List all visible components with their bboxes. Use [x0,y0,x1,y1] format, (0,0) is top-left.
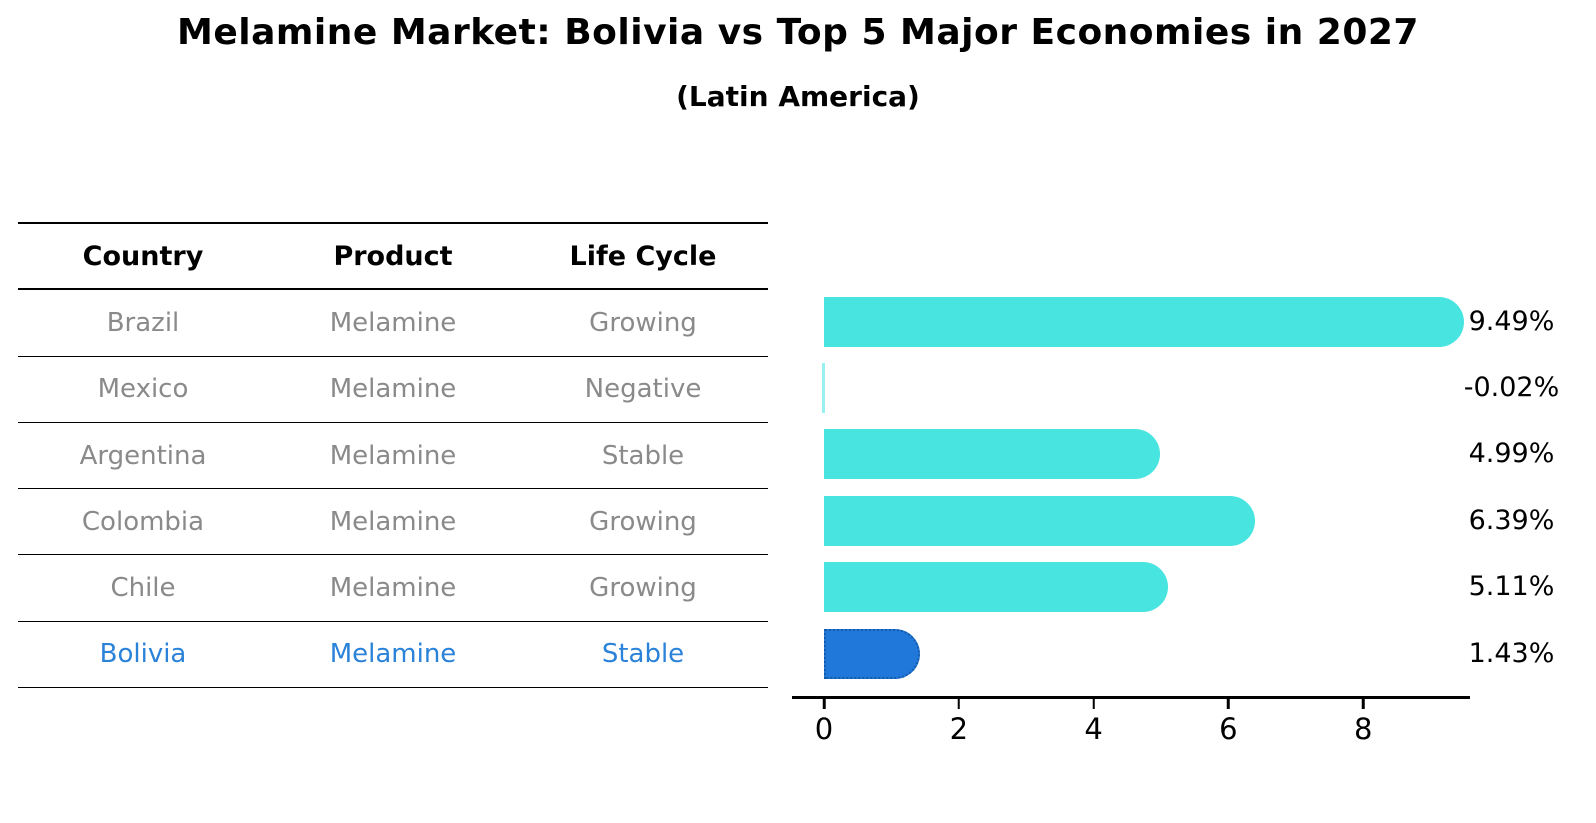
table-cell-lifecycle: Growing [518,489,768,556]
header-cell-product: Product [268,224,518,291]
table-cell-lifecycle: Growing [518,555,768,622]
x-axis-tick-label: 0 [814,712,834,746]
table-cell-lifecycle: Growing [518,290,768,357]
data-table: Country Product Life Cycle Brazil Melami… [18,222,768,689]
table-cell-lifecycle: Stable [518,423,768,490]
page-title: Melamine Market: Bolivia vs Top 5 Major … [177,12,1419,53]
x-axis-tick-label: 6 [1219,712,1238,746]
header-cell-country: Country [18,224,268,291]
x-axis-tick [1227,698,1230,709]
x-axis-tick [1361,698,1365,709]
table-cell-product: Melamine [268,489,518,556]
x-axis-line [792,696,1470,699]
value-label-bolivia: 1.43% [1468,638,1555,669]
header-cell-lifecycle: Life Cycle [518,224,768,291]
table-cell-product: Melamine [268,555,518,622]
table-cell-country: Argentina [18,423,268,490]
bar-chile [824,562,1169,612]
table-cell-country: Chile [18,555,268,622]
bar-brazil [824,297,1464,347]
table-cell-country: Colombia [18,489,268,556]
table-cell-country: Mexico [18,357,268,423]
value-label-colombia: 6.39% [1468,505,1555,536]
value-label-argentina: 4.99% [1468,438,1555,469]
table-cell-lifecycle: Negative [518,357,768,423]
bar-mexico [822,363,825,413]
bar-bolivia-highlight [824,629,921,679]
table-cell-product: Melamine [268,357,518,423]
x-axis-tick-label: 8 [1353,712,1373,746]
x-axis-tick-label: 2 [949,712,969,746]
bar-colombia [824,496,1255,546]
value-label-chile: 5.11% [1468,571,1555,602]
bar-argentina [824,429,1161,479]
table-cell-product: Melamine [268,290,518,357]
table-cell-product: Melamine [268,423,518,490]
table-cell-product-highlight: Melamine [268,622,518,689]
x-axis-tick [957,698,961,709]
page-subtitle: (Latin America) [676,80,920,113]
x-axis-tick [822,698,826,709]
table-cell-country: Brazil [18,290,268,357]
table-cell-lifecycle-highlight: Stable [518,622,768,689]
table-cell-country-highlight: Bolivia [18,622,268,689]
value-label-mexico: -0.02% [1463,372,1560,403]
x-axis-tick [1092,698,1095,709]
x-axis-tick-label: 4 [1084,712,1103,746]
bar-plot-area [822,0,1498,823]
value-label-brazil: 9.49% [1468,306,1555,337]
